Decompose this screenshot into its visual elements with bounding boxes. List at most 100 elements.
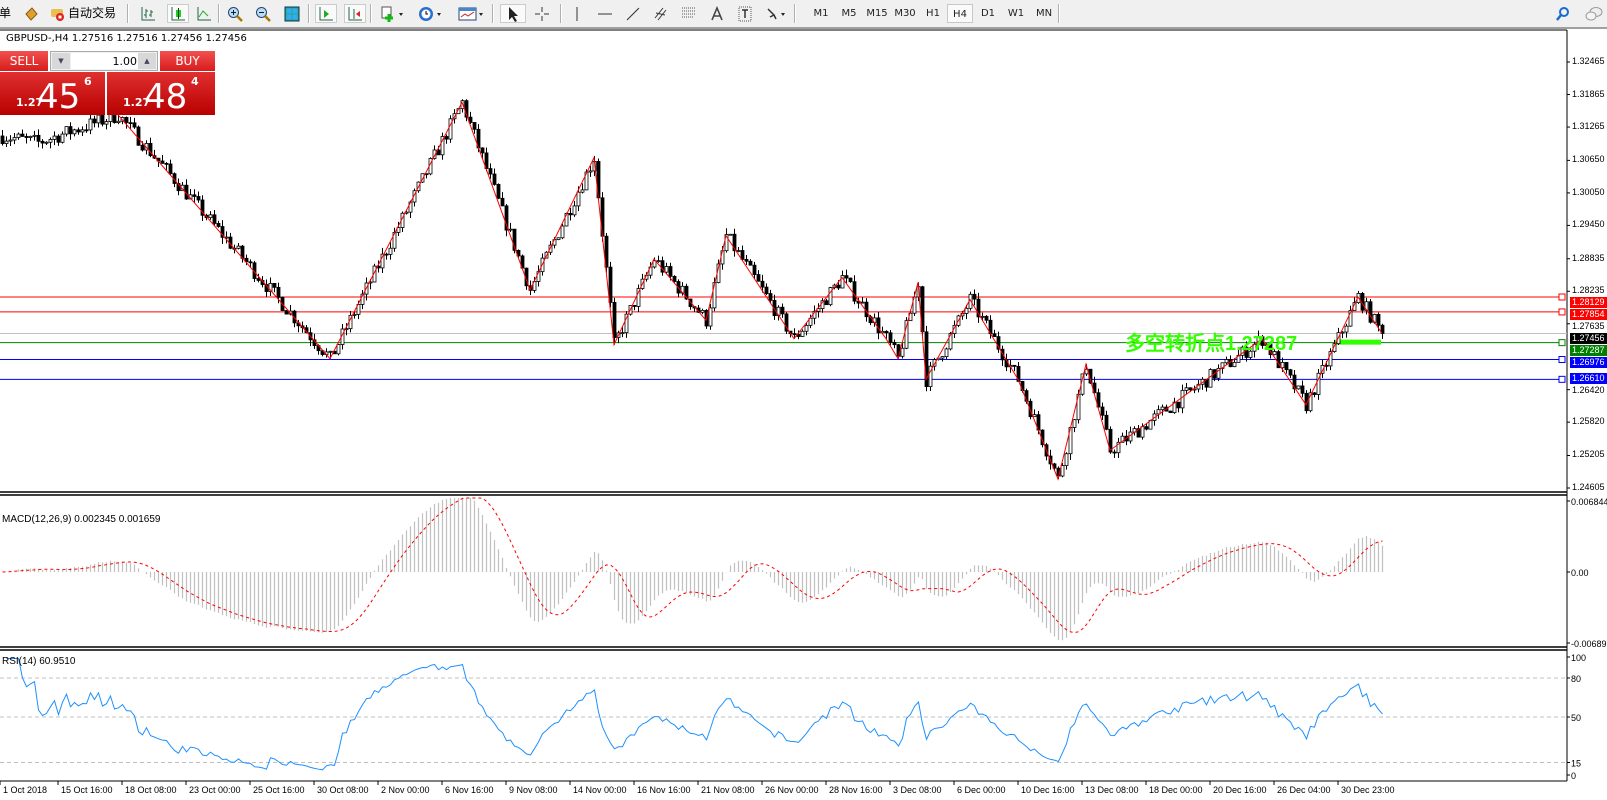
zoom-out-icon[interactable] bbox=[254, 4, 272, 23]
line-anchor-handle bbox=[1558, 356, 1566, 364]
price-line-label: 1.26610 bbox=[1570, 373, 1607, 385]
bull-candle bbox=[720, 250, 725, 265]
bear-candle bbox=[436, 149, 441, 156]
trendline-icon[interactable] bbox=[624, 4, 642, 23]
time-tick-label: 18 Dec 00:00 bbox=[1149, 785, 1203, 795]
bull-candle bbox=[28, 135, 33, 138]
bull-candle bbox=[700, 309, 705, 313]
fibonacci-icon[interactable] bbox=[680, 4, 698, 23]
lot-decrease-button[interactable]: ▼ bbox=[52, 53, 70, 69]
zoom-in-icon[interactable] bbox=[226, 4, 244, 23]
timeframe-mn[interactable]: MN bbox=[1035, 8, 1053, 19]
bull-candle bbox=[1060, 465, 1065, 477]
vertical-line-icon[interactable] bbox=[568, 4, 586, 23]
text-label-icon[interactable] bbox=[736, 4, 754, 23]
bull-candle bbox=[64, 126, 69, 135]
arrows-dropdown[interactable] bbox=[764, 4, 790, 23]
buy-button[interactable]: BUY bbox=[160, 51, 215, 71]
line-anchor-handle bbox=[1558, 293, 1566, 301]
bull-candle bbox=[1348, 310, 1353, 327]
timeframe-h1[interactable]: H1 bbox=[926, 8, 940, 19]
new-chart-dropdown[interactable] bbox=[378, 4, 408, 23]
bear-candle bbox=[1028, 400, 1033, 418]
price-tick-label: 1.25205 bbox=[1572, 449, 1605, 460]
horizontal-line-icon[interactable] bbox=[596, 4, 614, 23]
bear-candle bbox=[1104, 414, 1109, 430]
price-line-label: 1.27854 bbox=[1570, 309, 1607, 321]
bear-candle bbox=[488, 168, 493, 175]
timeframe-w1[interactable]: W1 bbox=[1007, 8, 1025, 19]
bull-candle bbox=[440, 136, 445, 156]
lot-size-input[interactable] bbox=[71, 53, 139, 69]
bull-candle bbox=[236, 245, 241, 249]
timeframe-d1[interactable]: D1 bbox=[980, 8, 996, 19]
search-icon[interactable] bbox=[1554, 4, 1572, 23]
time-tick-label: 1 Oct 2018 bbox=[3, 785, 47, 795]
equidistant-channel-icon[interactable] bbox=[652, 4, 670, 23]
bull-candle bbox=[652, 260, 657, 268]
chart-shift-icon[interactable] bbox=[344, 4, 366, 23]
bear-candle bbox=[468, 116, 473, 123]
cursor-icon[interactable] bbox=[500, 4, 526, 23]
bull-candle bbox=[268, 283, 273, 292]
timeframe-m15[interactable]: M15 bbox=[866, 8, 888, 19]
bear-candle bbox=[732, 233, 737, 252]
rsi-tick-label: 15 bbox=[1571, 759, 1581, 769]
bear-candle bbox=[136, 126, 141, 146]
timeframe-m30[interactable]: M30 bbox=[894, 8, 916, 19]
bull-candle bbox=[580, 189, 585, 193]
toolbar-separator bbox=[794, 4, 796, 23]
auto-trade-button[interactable]: 自动交易 bbox=[67, 6, 116, 20]
bull-candle bbox=[1072, 419, 1077, 428]
sell-price-box[interactable]: 1.27 45 6 bbox=[0, 72, 105, 117]
buy-price-box[interactable]: 1.27 48 4 bbox=[107, 72, 215, 117]
lot-increase-button[interactable]: ▲ bbox=[138, 53, 156, 69]
bear-candle bbox=[1380, 324, 1385, 334]
bull-candle bbox=[1328, 351, 1333, 367]
bull-candle bbox=[804, 324, 809, 332]
bear-candle bbox=[1096, 392, 1101, 408]
auto-trade-icon[interactable] bbox=[48, 4, 66, 23]
order-icon[interactable] bbox=[22, 4, 40, 23]
rsi-tick-label: 50 bbox=[1571, 713, 1581, 723]
sell-price-fraction: 6 bbox=[84, 75, 92, 88]
bear-candle bbox=[752, 264, 757, 275]
time-tick-label: 18 Oct 08:00 bbox=[125, 785, 177, 795]
timeframe-h4[interactable]: H4 bbox=[947, 4, 973, 23]
periodicity-clock-dropdown[interactable] bbox=[416, 4, 446, 23]
bull-candle bbox=[388, 247, 393, 255]
bull-candle bbox=[396, 227, 401, 233]
bear-candle bbox=[660, 260, 665, 273]
bear-candle bbox=[1276, 351, 1281, 369]
bear-candle bbox=[148, 142, 153, 157]
line-chart-icon[interactable] bbox=[195, 4, 213, 23]
bar-chart-icon[interactable] bbox=[139, 4, 157, 23]
bear-candle bbox=[568, 212, 573, 216]
toolbar-separator bbox=[127, 4, 129, 23]
sell-price-prefix: 1.27 bbox=[16, 96, 44, 109]
indicators-dropdown[interactable] bbox=[456, 4, 488, 23]
chat-icon[interactable] bbox=[1584, 4, 1604, 23]
candlestick-chart-icon[interactable] bbox=[167, 4, 189, 23]
bear-candle bbox=[784, 313, 789, 332]
sell-button[interactable]: SELL bbox=[0, 51, 48, 71]
timeframe-m1[interactable]: M1 bbox=[813, 8, 829, 19]
text-tool-icon[interactable] bbox=[708, 4, 726, 23]
crosshair-icon[interactable] bbox=[533, 4, 551, 23]
menu-fragment[interactable]: 单 bbox=[0, 6, 12, 20]
bear-candle bbox=[760, 280, 765, 288]
timeframe-m5[interactable]: M5 bbox=[841, 8, 857, 19]
auto-scroll-icon[interactable] bbox=[315, 4, 337, 23]
chart-canvas[interactable]: 0.006844 0.00 -0.00689 100 80 50 15 0 1 Oct 20… bbox=[0, 29, 1607, 800]
lot-size-stepper: ▼ ▲ bbox=[50, 51, 158, 71]
toolbar: 单 自动交易 M1 M5 M15 M30 H1 H4 D1 W1 MN bbox=[0, 0, 1607, 29]
time-tick-label: 3 Dec 08:00 bbox=[893, 785, 942, 795]
rsi-tick-label: 100 bbox=[1571, 653, 1586, 663]
bear-candle bbox=[444, 136, 449, 140]
bear-candle bbox=[992, 333, 997, 337]
tile-windows-icon[interactable] bbox=[283, 4, 301, 23]
bull-candle bbox=[1140, 426, 1145, 438]
bull-candle bbox=[420, 173, 425, 183]
one-click-trade-panel: SELL ▼ ▲ BUY 1.27 45 6 1.27 48 4 bbox=[0, 51, 215, 117]
bear-candle bbox=[216, 223, 221, 227]
